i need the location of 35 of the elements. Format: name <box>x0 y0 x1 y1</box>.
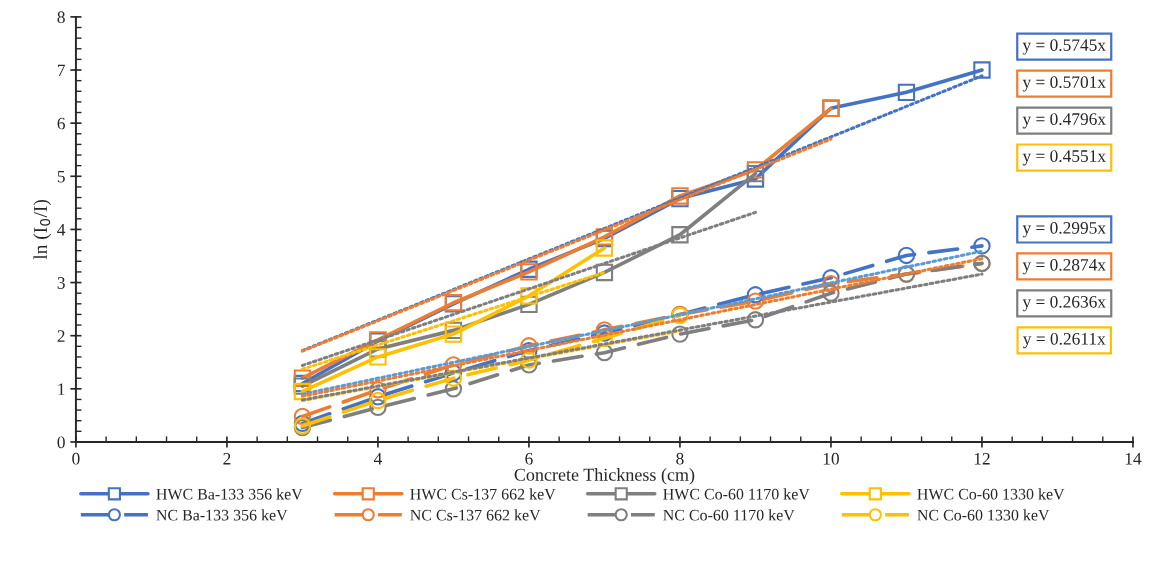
legend-label: HWC Ba-133 356 keV <box>156 488 303 500</box>
annotation: y = 0.2636x <box>1022 295 1106 312</box>
x-tick-label: 14 <box>1125 452 1142 465</box>
legend-label: HWC Co-60 1170 keV <box>663 488 810 500</box>
y-tick-label: 2 <box>57 330 65 342</box>
x-tick-label: 0 <box>72 452 80 465</box>
y-axis-title: ln (I$_{0}$/I) <box>33 199 52 260</box>
y-tick-label: 6 <box>57 117 65 130</box>
annotation: y = 0.2995x <box>1022 222 1106 238</box>
x-tick-label: 6 <box>525 452 533 465</box>
y-tick-label: 3 <box>57 277 65 289</box>
legend-label: NC Ba-133 356 keV <box>156 509 288 521</box>
y-tick-label: 8 <box>57 11 65 24</box>
legend-label: NC Co-60 1170 keV <box>663 509 795 521</box>
x-axis-title: Concrete Thickness (cm) <box>514 468 695 485</box>
annotation: y = 0.5745x <box>1022 39 1106 55</box>
legend-label: HWC Co-60 1330 keV <box>917 488 1065 500</box>
y-tick-label: 4 <box>57 224 66 236</box>
annotation: y = 0.5701x <box>1022 76 1106 92</box>
annotation: y = 0.4551x <box>1022 150 1106 166</box>
x-tick-label: 2 <box>223 452 231 465</box>
annotation: y = 0.2611x <box>1023 332 1106 349</box>
annotation: y = 0.4796x <box>1022 113 1106 129</box>
y-tick-label: 0 <box>57 436 65 449</box>
x-tick-label: 12 <box>974 452 990 465</box>
annotation: y = 0.2874x <box>1022 258 1106 275</box>
x-tick-label: 4 <box>373 452 382 465</box>
legend-label: HWC Cs-137 662 keV <box>410 488 556 500</box>
legend-label: NC Cs-137 662 keV <box>410 509 541 521</box>
y-tick-label: 1 <box>58 383 65 395</box>
legend-label: NC Co-60 1330 keV <box>917 509 1050 521</box>
x-tick-label: 10 <box>823 452 839 465</box>
y-tick-label: 7 <box>57 64 65 77</box>
y-tick-label: 5 <box>57 170 65 183</box>
x-tick-label: 8 <box>676 452 684 465</box>
